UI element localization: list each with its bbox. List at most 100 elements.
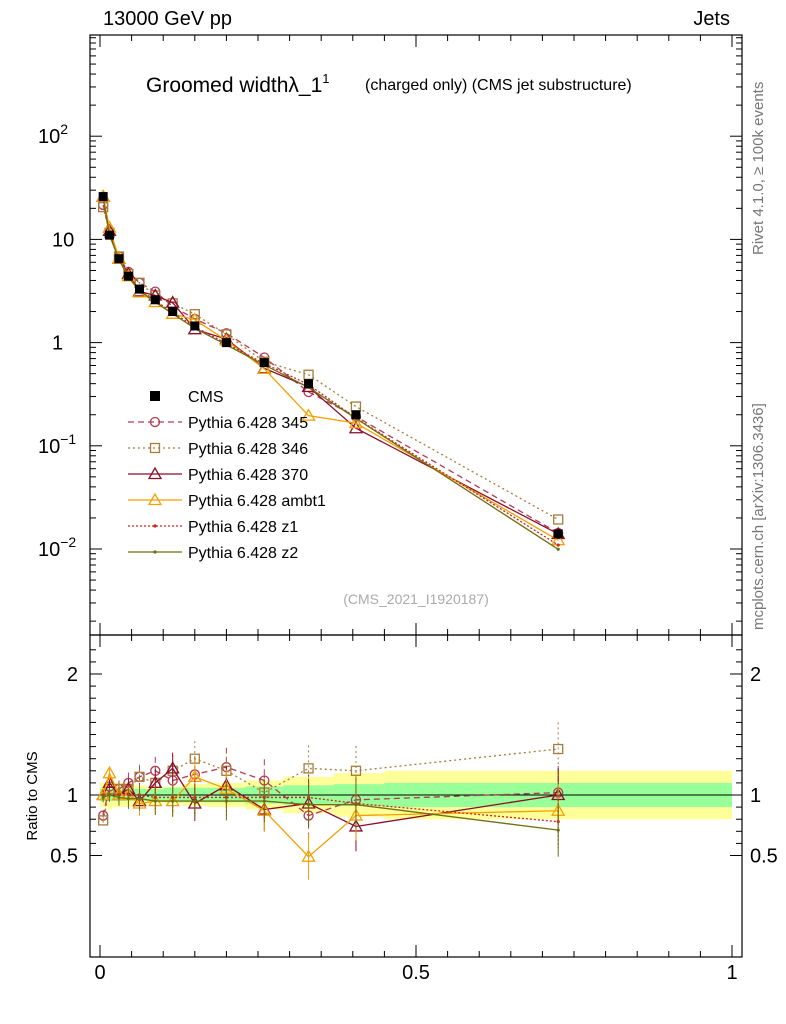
cms-data-point [104,230,114,240]
x-tick-label: 0.5 [402,962,430,984]
legend-item: Pythia 6.428 345 [128,415,308,432]
ratio-marker [117,795,121,800]
legend-marker [149,442,161,454]
legend-item: Pythia 6.428 z2 [128,545,298,562]
legend-marker [147,466,163,480]
data-points [98,192,563,539]
ratio-y-axis-label: Ratio to CMS [24,751,41,840]
ratio-y-tick-label-right: 1 [750,785,761,807]
ratio-marker [262,799,266,803]
ratio-marker [306,803,311,807]
series-marker [301,408,316,421]
header-category-label: Jets [693,8,730,30]
ratio-marker [126,797,131,801]
legend-marker [153,524,157,528]
cms-data-point [553,529,563,539]
ratio-marker [224,799,228,803]
plot-title: Groomed widthλ_11 (charged only) (CMS je… [146,71,632,607]
legend-item: Pythia 6.428 346 [128,441,308,458]
ratio-marker [134,771,145,782]
series-marker [98,201,109,213]
y-tick-label: 10−1 [38,431,76,458]
series-line-top [102,196,559,535]
cms-data-point [351,410,361,420]
legend-label: CMS [188,389,224,406]
series-marker [350,401,362,412]
cms-data-point [135,284,144,294]
ratio-marker [171,799,175,803]
legend-item: Pythia 6.428 ambt1 [128,492,326,510]
series-pythia-6-428-346 [98,201,564,826]
cms-data-point [123,271,133,281]
legend-marker [147,492,163,506]
y-tick-label: 10 [52,229,74,251]
cms-data-point [190,321,200,331]
legend-marker [149,416,161,428]
series-line-top [102,206,559,521]
axis-ticks: 102 10 1 10−1 10−2 2 2 1 1 0.5 0.5 Ratio to CMS 0 0.5… [24,35,778,984]
cms-data-point [304,379,314,389]
ratio-marker [137,797,142,801]
ratio-marker [301,849,316,862]
series-marker [556,547,560,551]
ratio-marker [165,761,180,774]
legend-item: Pythia 6.428 370 [128,466,308,484]
legend-label: Pythia 6.428 z2 [188,545,298,562]
series-marker [348,415,364,429]
y-tick-label: 10−2 [38,534,76,561]
header-beam-label: 13000 GeV pp [103,8,232,30]
series-marker [257,361,272,374]
series-pythia-6-428-z1 [101,194,560,849]
ratio-y-tick-label: 0.5 [50,846,78,868]
series-pythia-6-428-370 [96,189,566,852]
series-line-top [102,196,559,546]
legend-item: Pythia 6.428 z1 [128,519,298,536]
ratio-marker [107,793,112,797]
ratio-y-tick-label-right: 0.5 [750,846,778,868]
ratio-marker [101,795,105,800]
ratio-marker [556,828,560,832]
ratio-y-tick-label-right: 2 [750,664,761,686]
y-tick-label: 102 [38,121,68,148]
legend-label: Pythia 6.428 ambt1 [188,493,326,510]
cms-data-point [168,307,178,317]
title-extra: (charged only) (CMS jet substructure) [365,77,632,94]
series-line-top [102,204,559,534]
cms-data-point [259,358,269,368]
ratio-marker [553,743,564,755]
cms-data-point [114,254,124,264]
title-main: Groomed widthλ_11 [146,71,330,97]
x-tick-label: 0 [94,962,105,984]
legend: CMS Pythia 6.428 345 Pythia 6.428 346 Pythi… [128,389,326,562]
legend-item: CMS [150,389,224,406]
legend-marker [150,391,160,401]
legend-marker [153,550,157,554]
series-pythia-6-428-345 [98,199,564,839]
series-marker [556,543,560,547]
ratio-marker [98,815,109,826]
legend-label: Pythia 6.428 370 [188,467,308,484]
cms-data-point [98,192,108,202]
legend-label: Pythia 6.428 345 [188,415,308,432]
ratio-marker [193,799,197,803]
legend-label: Pythia 6.428 z1 [188,519,298,536]
ratio-marker [350,765,362,776]
x-tick-label: 1 [726,962,737,984]
ratio-marker [153,799,157,803]
cms-data-point [221,338,231,348]
cms-data-point [150,295,160,305]
series-line-top [102,196,559,541]
ratio-y-tick-label: 2 [67,664,78,686]
ratio-marker [354,803,358,807]
series-marker [189,309,200,320]
series-marker [553,514,564,525]
series-pythia-6-428-z2 [101,195,560,857]
ratio-marker [303,763,314,774]
series-line-top [102,197,559,550]
y-tick-label: 1 [52,333,63,355]
ratio-y-tick-label: 1 [67,785,78,807]
legend-label: Pythia 6.428 346 [188,441,308,458]
ratio-marker [102,765,117,779]
analysis-id-label: (CMS_2021_I1920187) [343,591,489,607]
